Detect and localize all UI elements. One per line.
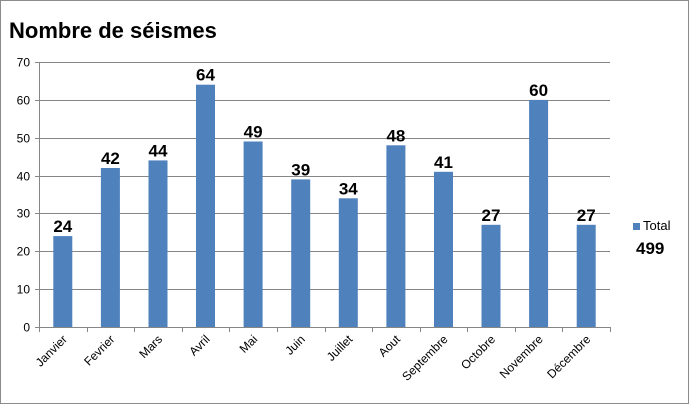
x-tick-label: Fevrier — [81, 332, 117, 368]
chart-title: Nombre de séismes — [9, 18, 217, 43]
legend-swatch — [633, 223, 640, 230]
bar — [196, 84, 215, 327]
x-tick-label: Juillet — [324, 332, 356, 364]
x-tick-label: Aout — [376, 332, 404, 360]
bar — [434, 171, 453, 327]
y-tick-label: 70 — [17, 56, 31, 70]
y-tick-label: 0 — [23, 321, 30, 335]
bar — [338, 198, 358, 327]
bar — [243, 141, 263, 327]
data-label: 27 — [577, 206, 596, 225]
y-tick-label: 40 — [17, 170, 31, 184]
x-tick-label: Mai — [237, 332, 261, 356]
bar — [481, 224, 501, 327]
x-tick-label: Octobre — [458, 332, 498, 372]
data-label: 64 — [196, 66, 215, 85]
bar — [529, 99, 549, 328]
y-tick-label: 10 — [17, 283, 31, 297]
x-tick-label: Novembre — [497, 332, 546, 381]
bar — [53, 236, 73, 327]
data-label: 34 — [339, 179, 358, 198]
x-tick-label: Janvier — [33, 332, 70, 369]
y-tick-label: 30 — [17, 207, 31, 221]
y-tick-label: 60 — [17, 94, 31, 108]
data-label: 42 — [101, 149, 120, 168]
bar — [291, 179, 311, 327]
bar — [386, 145, 406, 327]
y-tick-label: 50 — [17, 132, 31, 146]
x-tick-label: Septembre — [399, 332, 451, 384]
x-tick-label: Décembre — [544, 332, 593, 381]
data-label: 48 — [386, 126, 405, 145]
data-label: 49 — [244, 123, 263, 142]
bar — [576, 224, 596, 327]
legend-total: 499 — [636, 239, 664, 258]
x-tick-label: Avril — [186, 332, 212, 358]
data-label: 60 — [529, 81, 548, 100]
data-label: 27 — [482, 206, 501, 225]
data-label: 41 — [434, 153, 453, 172]
data-label: 44 — [149, 141, 168, 160]
bar — [100, 168, 120, 327]
y-tick-label: 20 — [17, 245, 31, 259]
legend-label: Total — [643, 218, 671, 233]
data-label: 24 — [53, 217, 72, 236]
x-tick-label: Mars — [136, 332, 165, 361]
x-tick-label: Juin — [282, 332, 307, 357]
bar — [148, 160, 168, 327]
data-label: 39 — [291, 160, 310, 179]
